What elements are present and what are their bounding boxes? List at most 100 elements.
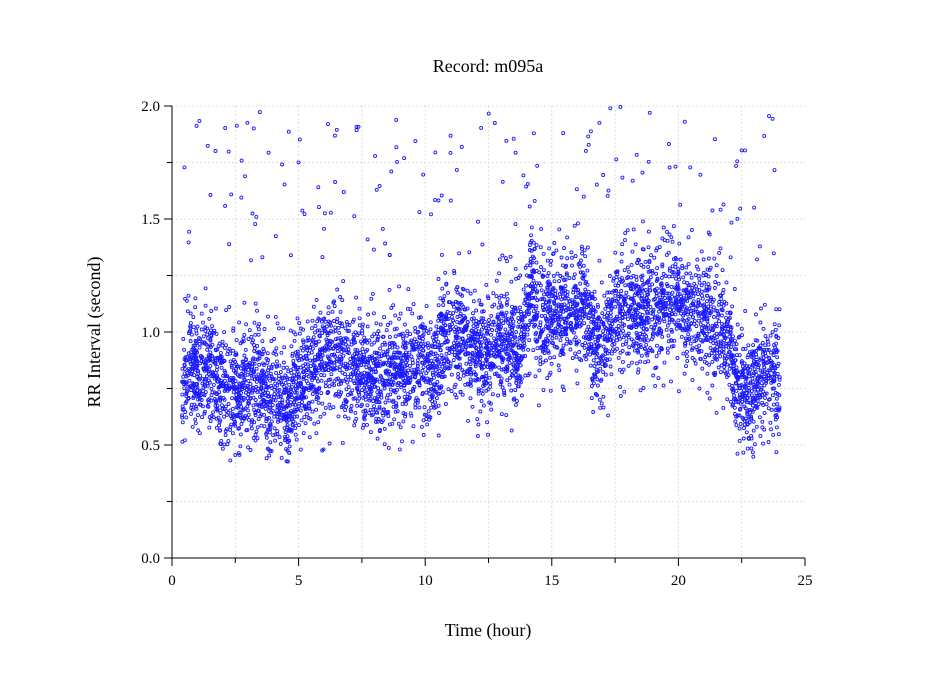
data-point (220, 343, 225, 348)
data-point (424, 304, 429, 309)
data-point (180, 404, 185, 409)
data-point (562, 302, 567, 307)
data-point (384, 411, 389, 416)
data-point (420, 344, 425, 349)
data-point (199, 311, 204, 316)
data-point (419, 424, 424, 429)
data-point (608, 106, 613, 111)
data-point (514, 399, 519, 403)
data-point (274, 352, 279, 357)
data-point (347, 329, 351, 333)
data-point (646, 245, 651, 250)
data-point (397, 447, 402, 452)
data-point (706, 256, 711, 261)
data-point (282, 182, 287, 187)
data-point (337, 368, 342, 373)
data-point (696, 331, 701, 336)
data-point (377, 359, 382, 364)
data-point (634, 277, 639, 282)
data-point (281, 326, 286, 331)
data-point (417, 210, 422, 215)
data-point (641, 386, 646, 390)
data-point (680, 263, 685, 268)
data-point (665, 238, 670, 243)
data-point (209, 309, 214, 313)
data-point (531, 131, 536, 136)
data-point (365, 403, 370, 408)
data-point (461, 373, 466, 378)
data-point (595, 377, 600, 382)
data-point (479, 340, 484, 345)
data-point (741, 436, 746, 441)
data-point (403, 412, 408, 417)
data-point (436, 339, 441, 344)
data-point (708, 301, 713, 306)
data-point (242, 377, 247, 382)
data-point (714, 263, 719, 268)
data-point (357, 306, 362, 311)
data-point (431, 402, 436, 407)
data-point (345, 393, 350, 397)
data-point (231, 390, 236, 394)
data-point (434, 334, 439, 339)
data-point (468, 377, 473, 382)
data-point (692, 281, 697, 286)
data-point (246, 337, 251, 341)
data-point (766, 342, 771, 347)
data-point (538, 362, 543, 367)
data-point (705, 267, 710, 272)
data-point (607, 320, 612, 325)
data-point (531, 278, 536, 283)
data-point (354, 375, 359, 380)
data-point (666, 339, 671, 344)
data-point (650, 270, 655, 275)
data-point (287, 382, 292, 387)
data-point (479, 302, 484, 307)
data-point (323, 384, 328, 389)
data-point (202, 340, 207, 345)
data-point (766, 406, 771, 411)
data-point (485, 294, 490, 299)
data-point (273, 381, 278, 386)
data-point (621, 359, 625, 364)
data-point (443, 270, 448, 275)
data-point (563, 277, 568, 282)
data-point (616, 324, 621, 328)
data-point (537, 335, 542, 340)
data-point (595, 370, 600, 375)
data-point (598, 366, 603, 371)
data-point (399, 385, 404, 390)
data-point (436, 277, 441, 281)
data-point (695, 257, 700, 262)
data-point (512, 341, 517, 346)
data-point (281, 360, 286, 365)
data-point (574, 368, 579, 373)
data-point (320, 401, 325, 406)
data-point (288, 387, 293, 392)
data-point (567, 276, 572, 280)
data-point (721, 342, 726, 347)
data-point (446, 290, 450, 295)
data-point (207, 425, 212, 430)
data-point (285, 377, 290, 382)
data-point (333, 180, 338, 184)
data-point (313, 341, 318, 346)
data-point (388, 392, 393, 397)
data-point (630, 249, 635, 254)
data-point (242, 332, 247, 337)
data-point (623, 294, 628, 299)
data-point (713, 308, 718, 313)
data-point (375, 338, 380, 343)
data-point (728, 255, 733, 260)
data-point (698, 172, 703, 177)
data-point (649, 337, 654, 342)
data-point (280, 162, 285, 167)
data-point (288, 368, 293, 373)
data-point (572, 223, 577, 228)
data-point (751, 419, 756, 424)
data-point (194, 328, 199, 333)
data-point (526, 293, 531, 298)
data-point (620, 370, 624, 375)
data-point (270, 362, 275, 367)
